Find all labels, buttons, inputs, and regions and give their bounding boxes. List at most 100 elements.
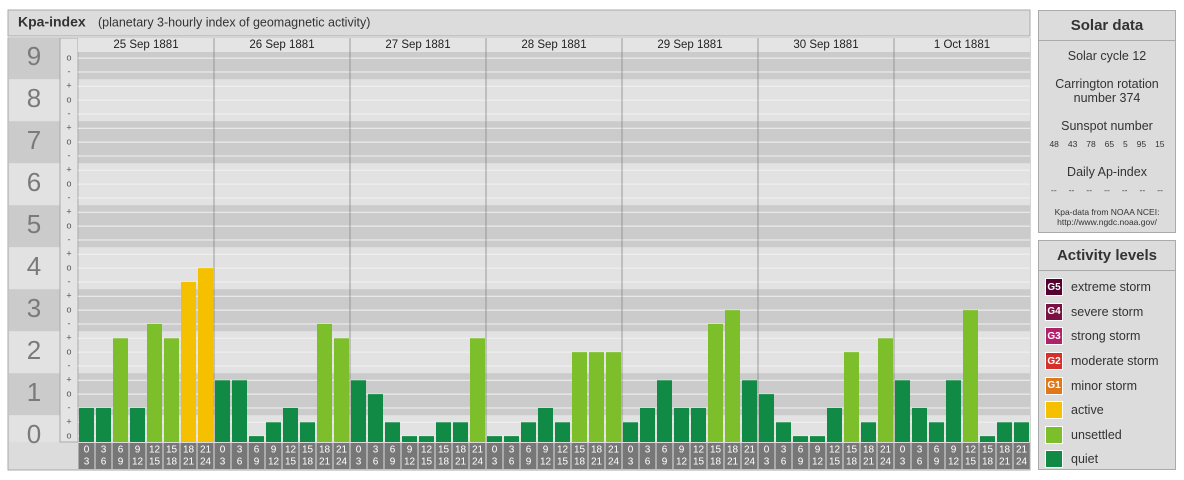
minor-tick-label: o [66, 179, 71, 189]
level-swatch [1045, 425, 1063, 444]
minor-tick-label: o [66, 263, 71, 273]
header [7, 9, 1031, 37]
ap-value: -- [1139, 185, 1146, 195]
minor-tick-label: + [66, 417, 71, 427]
hour-from: 3 [237, 445, 243, 456]
bar [249, 436, 264, 442]
hour-to: 12 [268, 457, 280, 468]
bar [504, 436, 519, 442]
y-tick-label: 2 [27, 335, 41, 365]
hour-to: 18 [302, 457, 314, 468]
level-item: G4 severe storm [1039, 300, 1175, 325]
hour-cell [758, 443, 775, 469]
hour-from: 12 [557, 445, 569, 456]
bar [895, 380, 910, 442]
minor-tick-label: o [66, 221, 71, 231]
hour-to: 21 [455, 457, 467, 468]
hour-to: 24 [744, 457, 756, 468]
hour-to: 24 [200, 457, 212, 468]
hour-cell [860, 443, 877, 469]
hour-from: 9 [135, 445, 141, 456]
hour-cell [1013, 443, 1030, 469]
sunspot-value: 43 [1067, 139, 1078, 149]
hour-to: 12 [132, 457, 144, 468]
levels-title: Activity levels [1039, 241, 1175, 271]
hour-cell [894, 443, 911, 469]
hour-from: 3 [509, 445, 515, 456]
source-note: Kpa-data from NOAA NCEI: http://www.ngdc… [1054, 207, 1160, 227]
hour-from: 9 [815, 445, 821, 456]
hour-cell [928, 443, 945, 469]
hour-cell [265, 443, 282, 469]
hour-cell [180, 443, 197, 469]
hour-cell [112, 443, 129, 469]
hour-from: 9 [679, 445, 685, 456]
bar [385, 422, 400, 442]
bar [96, 407, 111, 442]
minor-tick-label: - [68, 318, 71, 328]
hour-from: 3 [781, 445, 787, 456]
ap-value: -- [1051, 185, 1057, 195]
hour-to: 6 [917, 457, 923, 468]
minor-tick-label: + [66, 207, 71, 217]
bar [657, 380, 672, 442]
bar [606, 352, 621, 442]
y-tick-label: 9 [27, 41, 41, 71]
hour-from: 9 [271, 445, 277, 456]
bar [929, 422, 944, 442]
ap-row: -- -- -- -- -- -- -- [1045, 185, 1169, 195]
day-header-bg [758, 38, 894, 52]
hour-cell [775, 443, 792, 469]
bar [997, 422, 1012, 442]
hour-to: 9 [254, 457, 260, 468]
bar [674, 407, 689, 442]
sunspot-value: 15 [1155, 139, 1165, 149]
sunspot-value: 95 [1136, 139, 1147, 149]
level-item: G3 strong storm [1039, 324, 1175, 349]
bar [266, 422, 281, 442]
level-swatch: G1 [1045, 376, 1063, 395]
bar [640, 407, 655, 442]
hour-to: 21 [727, 457, 739, 468]
level-swatch: G3 [1045, 327, 1063, 346]
hour-to: 3 [900, 457, 906, 468]
hour-cell [690, 443, 707, 469]
hour-to: 18 [574, 457, 586, 468]
day-label: 26 Sep 1881 [249, 39, 314, 51]
sunspot-value: 65 [1104, 139, 1115, 149]
hour-to: 9 [526, 457, 532, 468]
hour-cell [588, 443, 605, 469]
hour-cell [78, 443, 95, 469]
y-tick-label: 5 [27, 209, 41, 239]
day-label: 25 Sep 1881 [113, 39, 178, 51]
hour-from: 21 [200, 445, 212, 456]
hour-cell [979, 443, 996, 469]
hour-from: 12 [285, 445, 297, 456]
hour-from: 21 [336, 445, 348, 456]
hour-to: 3 [764, 457, 770, 468]
bar [79, 407, 94, 442]
minor-tick-label: - [68, 192, 71, 202]
minor-tick-label: - [68, 276, 71, 286]
hour-from: 15 [166, 445, 178, 456]
bar [810, 436, 825, 442]
hour-cell [962, 443, 979, 469]
bar [776, 422, 791, 442]
hour-from: 12 [829, 445, 841, 456]
hour-cell [554, 443, 571, 469]
hour-cell [503, 443, 520, 469]
hour-cell [248, 443, 265, 469]
hour-cell [707, 443, 724, 469]
hour-cell [537, 443, 554, 469]
hour-cell [197, 443, 214, 469]
bar [980, 436, 995, 442]
level-label: unsettled [1071, 427, 1122, 442]
bar [487, 436, 502, 442]
y-tick-label: 3 [27, 293, 41, 323]
level-item: active [1039, 398, 1175, 423]
ap-value: -- [1086, 185, 1093, 195]
hour-to: 3 [628, 457, 634, 468]
hour-to: 15 [693, 457, 705, 468]
hour-from: 6 [526, 445, 532, 456]
bar [334, 338, 349, 442]
